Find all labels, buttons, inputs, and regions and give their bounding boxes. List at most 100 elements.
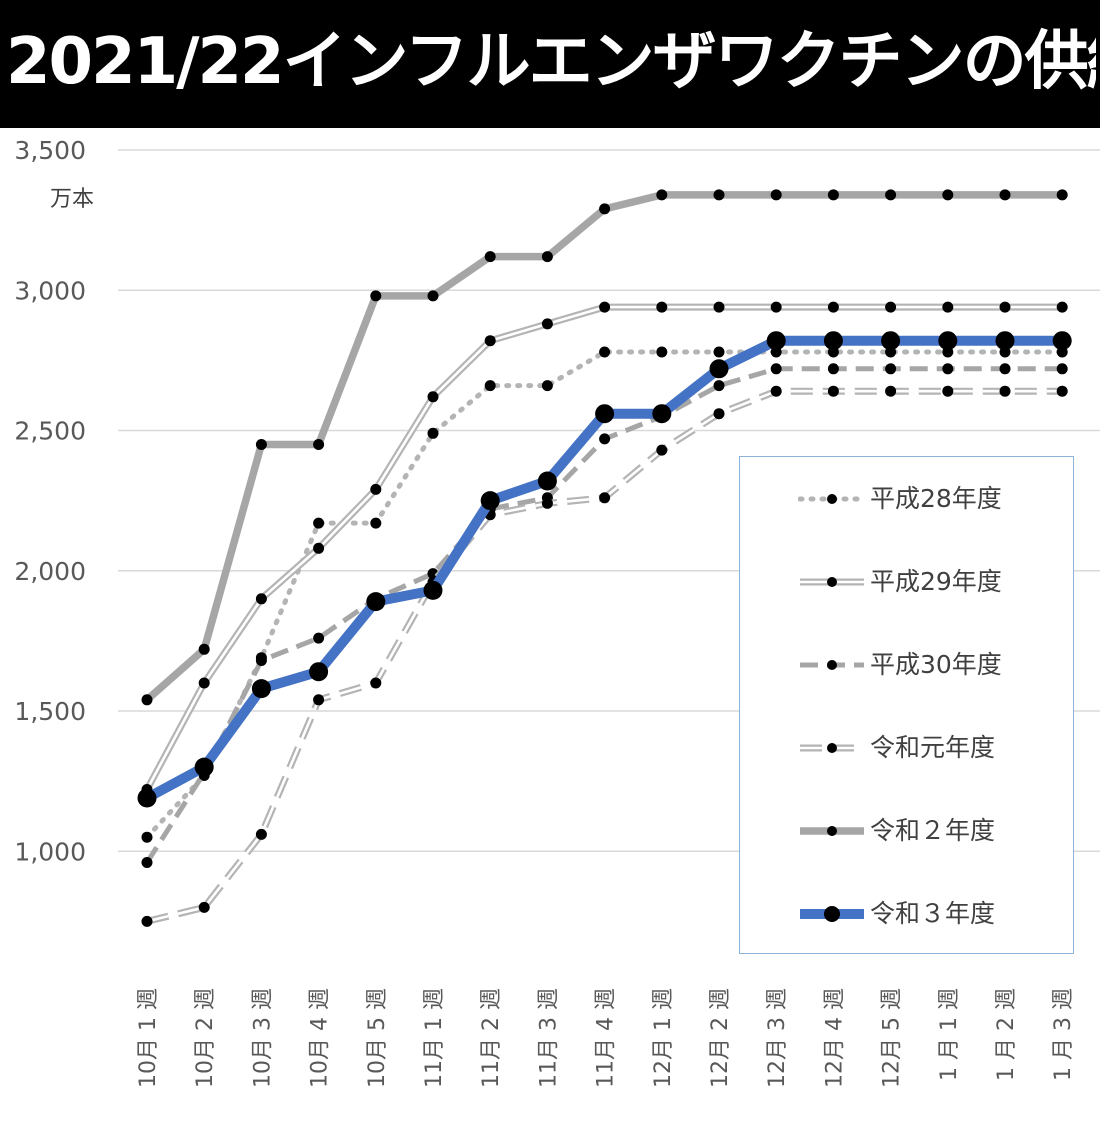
- data-point: [313, 694, 325, 706]
- data-point: [427, 427, 439, 439]
- data-point: [255, 439, 267, 450]
- x-axis: 10月 1 週 10月 2 週 10月 3 週 10月 4 週 10月 5 週 11月 1…: [136, 988, 1076, 1088]
- data-point: [942, 189, 954, 201]
- data-point: [141, 915, 153, 927]
- legend-marker: [824, 906, 840, 922]
- data-point: [427, 568, 439, 580]
- data-point: [423, 580, 443, 600]
- data-point: [656, 444, 668, 456]
- data-point: [141, 831, 153, 843]
- data-point: [198, 901, 210, 913]
- y-tick-label: 2,000: [14, 557, 86, 586]
- legend-marker: [827, 494, 837, 504]
- data-point: [313, 632, 325, 644]
- legend-swatch-h30: [800, 660, 864, 670]
- x-tick-label: 10月 5 週: [365, 988, 390, 1088]
- legend-label-r1: 令和元年度: [870, 733, 996, 762]
- data-point: [713, 346, 725, 358]
- data-point: [198, 643, 210, 655]
- data-point: [595, 404, 615, 424]
- data-point: [141, 694, 153, 706]
- legend-item-h28: 平成28年度: [740, 469, 1075, 529]
- data-point: [370, 677, 382, 689]
- legend-item-r1: 令和元年度: [740, 718, 1075, 778]
- legend-item-r3: 令和３年度: [740, 884, 1075, 944]
- x-tick-label: 1 月 1 週: [937, 988, 962, 1081]
- data-point: [480, 491, 500, 511]
- data-point: [709, 359, 729, 379]
- data-point: [1052, 331, 1072, 351]
- legend-swatch-r1: [800, 743, 864, 753]
- y-tick-label: 1,500: [14, 697, 86, 726]
- line-chart: 3,500 3,000 2,500 2,000 1,500 1,000 万本 10月 1 …: [14, 136, 1100, 1088]
- legend-label-r3: 令和３年度: [870, 899, 996, 928]
- data-point: [885, 189, 897, 201]
- data-point: [770, 189, 782, 201]
- data-point: [599, 346, 611, 358]
- data-point: [599, 433, 611, 445]
- data-point: [823, 331, 843, 351]
- data-point: [999, 363, 1011, 375]
- data-point: [656, 346, 668, 358]
- legend-swatch-r3: [800, 906, 864, 922]
- x-tick-label: 11月 1 週: [422, 988, 447, 1088]
- x-tick-label: 12月 1 週: [651, 988, 676, 1088]
- data-point: [652, 404, 672, 424]
- data-point: [827, 363, 839, 375]
- legend-item-r2: 令和２年度: [740, 801, 1075, 861]
- data-point: [541, 318, 553, 330]
- x-tick-label: 10月 4 週: [308, 988, 333, 1088]
- data-point: [713, 301, 725, 313]
- x-tick-label: 10月 2 週: [193, 988, 218, 1088]
- data-point: [827, 189, 839, 201]
- data-point: [881, 331, 901, 351]
- data-point: [599, 492, 611, 504]
- data-point: [942, 385, 954, 397]
- data-point: [484, 380, 496, 392]
- data-point: [995, 331, 1015, 351]
- data-point: [938, 331, 958, 351]
- data-point: [1056, 363, 1068, 375]
- data-point: [770, 385, 782, 397]
- data-point: [251, 679, 271, 699]
- data-point: [827, 385, 839, 397]
- chart-title: 2021/22インフルエンザワクチンの供給: [6, 25, 1096, 99]
- data-point: [885, 301, 897, 313]
- data-point: [141, 857, 153, 868]
- data-point: [541, 497, 553, 509]
- x-tick-label: 11月 3 週: [536, 988, 561, 1088]
- data-point: [313, 439, 325, 450]
- plot-area: [137, 189, 1072, 927]
- data-point: [999, 301, 1011, 313]
- y-tick-label: 1,000: [14, 837, 86, 866]
- data-point: [537, 471, 557, 491]
- data-point: [194, 757, 214, 777]
- data-point: [309, 662, 329, 682]
- data-point: [656, 301, 668, 313]
- y-tick-label: 3,500: [14, 136, 86, 165]
- x-tick-label: 11月 4 週: [594, 988, 619, 1088]
- legend-label-h29: 平成29年度: [870, 567, 1002, 596]
- title-banner: 2021/22インフルエンザワクチンの供給: [0, 0, 1100, 128]
- data-point: [656, 189, 668, 201]
- x-tick-label: 11月 2 週: [479, 988, 504, 1088]
- y-unit-label: 万本: [50, 187, 94, 212]
- data-point: [766, 331, 786, 351]
- data-point: [370, 483, 382, 495]
- gridlines: [118, 149, 1100, 852]
- legend-marker: [827, 743, 837, 753]
- data-point: [427, 391, 439, 403]
- series-5: [137, 331, 1072, 808]
- data-point: [255, 593, 267, 605]
- data-point: [313, 542, 325, 554]
- data-point: [942, 363, 954, 375]
- data-point: [770, 363, 782, 375]
- legend-swatch-r2: [800, 826, 864, 836]
- data-point: [942, 301, 954, 313]
- x-tick-label: 12月 2 週: [708, 988, 733, 1088]
- data-point: [1056, 385, 1068, 397]
- x-tick-label: 12月 5 週: [880, 988, 905, 1088]
- legend-swatch-h29: [800, 577, 864, 587]
- data-point: [313, 517, 325, 529]
- data-point: [885, 363, 897, 375]
